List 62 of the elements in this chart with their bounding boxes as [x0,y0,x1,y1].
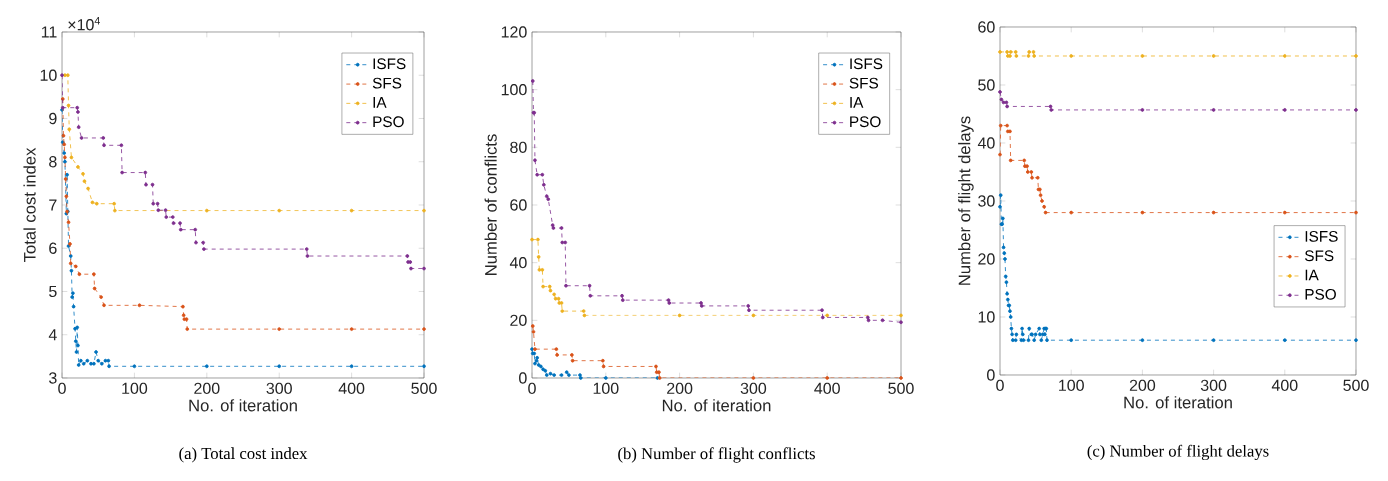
x-tick-label: 200 [1129,379,1156,392]
y-tick-label: 0 [987,369,995,381]
legend-label: SFS [1305,250,1334,262]
x-tick-label: 500 [1343,379,1369,392]
legend-label: PSO [373,116,404,128]
x-tick-label: 200 [194,382,220,395]
y-tick-label: 5 [49,285,57,298]
x-tick-label: 400 [338,382,365,395]
text: (c) Number of flight delays [1087,444,1269,461]
text: (b) Number of flight conflicts [618,447,815,463]
y-tick-label: 40 [977,137,995,149]
text: (a) Total cost index [179,447,308,463]
x-tick-label: 100 [1059,379,1084,392]
x-tick-label: 400 [1271,379,1298,392]
y-tick-label: 4 [48,329,57,341]
x-tick-label: 200 [667,382,693,395]
legend-label: IA [1305,269,1319,281]
y-tick-label: 40 [509,257,527,269]
x-tick-label: 300 [266,382,292,395]
y-tick-label: 6 [49,242,57,254]
x-tick-label: 0 [58,382,66,395]
y-tick-label: 9 [49,112,57,125]
x-tick-label: 400 [814,382,840,395]
y-tick-label: 10 [978,311,995,323]
x-tick-label: 300 [1200,379,1227,392]
y-tick-label: 20 [978,253,995,265]
text: ×10$^{4}$ [68,17,100,31]
legend-label: ISFS [1305,230,1338,242]
x-tick-label: 0 [528,382,536,395]
y-tick-label: 7 [49,199,57,211]
x-tick-label: 100 [122,382,148,395]
y-tick-label: 120 [501,26,527,38]
x-tick-label: 300 [740,382,767,395]
legend-label: PSO [1305,288,1336,300]
legend-label: PSO [850,116,881,128]
x-axis-title: No. of iteration [1124,396,1232,409]
x-tick-label: 100 [593,382,619,395]
legend-label: SFS [849,77,879,89]
x-axis-title: No. of iteration [662,399,771,412]
y-tick-label: 100 [501,84,527,96]
y-tick-label: 10 [40,69,57,81]
y-tick-label: 20 [510,314,527,326]
y-tick-label: 60 [978,21,995,33]
x-tick-label: 500 [888,382,914,395]
x-tick-label: 500 [411,382,437,395]
legend-label: IA [850,97,864,108]
legend-label: ISFS [850,58,883,70]
y-tick-label: 30 [978,195,995,207]
y-tick-label: 80 [510,141,527,153]
y-axis-title: Total cost index [23,147,36,263]
y-tick-label: 50 [978,79,995,91]
y-tick-label: 3 [49,372,57,384]
y-tick-label: 11 [41,26,57,38]
y-tick-label: 8 [49,156,57,168]
y-axis-title: Number of conflicts [484,134,497,275]
y-axis-title: Number of flight delays [958,116,974,285]
legend-label: ISFS [373,58,406,70]
x-tick-label: 0 [996,379,1004,392]
legend-label: SFS [372,77,402,89]
legend-label: IA [373,97,387,108]
x-axis-title: No. of iteration [189,399,297,412]
y-tick-label: 60 [510,199,527,211]
